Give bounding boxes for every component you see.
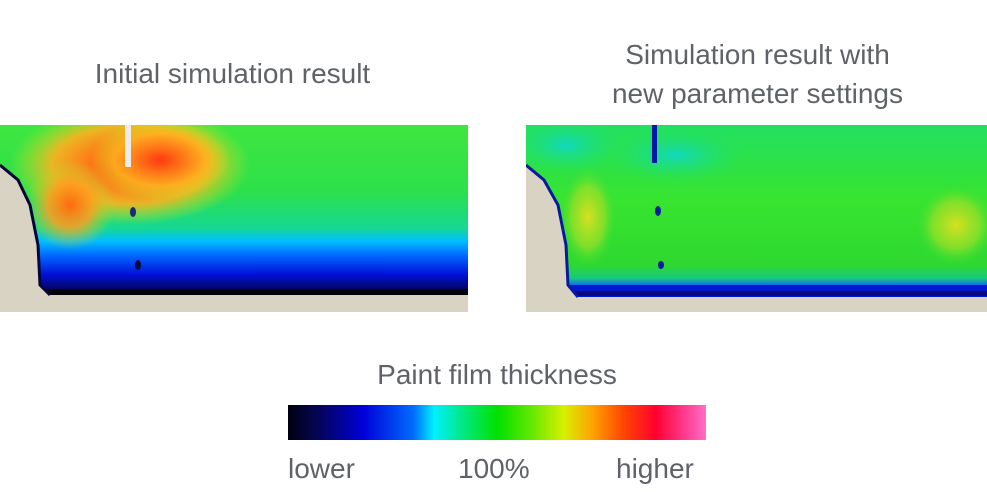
marker-hole: [135, 260, 141, 270]
color-scale-bar: [288, 405, 706, 440]
initial-simulation-heatmap: [0, 125, 468, 312]
legend-label-100-percent: 100%: [458, 453, 530, 484]
new-settings-heatmap-graphic: [526, 125, 987, 312]
initial-result-title: Initial simulation result: [94, 58, 371, 89]
marker-hole: [658, 261, 664, 269]
marker-slit: [125, 125, 131, 167]
legend-label-higher: higher: [616, 453, 694, 484]
initial-heatmap-graphic: [0, 125, 468, 312]
legend-title: Paint film thickness: [377, 359, 617, 390]
new-settings-result-title: Simulation result with new parameter set…: [528, 35, 987, 113]
marker-slit: [652, 125, 657, 163]
new-settings-simulation-heatmap: [526, 125, 987, 312]
new-settings-title-line-2: new parameter settings: [611, 78, 904, 109]
new-settings-title-line-1: Simulation result with: [625, 39, 890, 70]
marker-hole: [130, 207, 136, 217]
legend-label-lower: lower: [288, 453, 355, 484]
marker-hole: [655, 206, 661, 216]
